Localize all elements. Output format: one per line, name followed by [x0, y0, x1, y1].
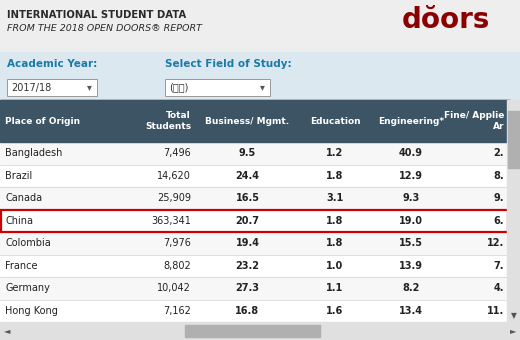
Text: 1.8: 1.8	[327, 171, 344, 181]
Text: 1.2: 1.2	[327, 148, 344, 158]
Bar	[0, 209, 510, 232]
Bar	[7, 79, 97, 96]
Text: 1.0: 1.0	[327, 261, 344, 271]
Bar	[507, 100, 520, 322]
Text: Fine/ Applie
Ar: Fine/ Applie Ar	[444, 111, 504, 131]
Bar	[0, 142, 510, 165]
Text: 363,341: 363,341	[151, 216, 191, 226]
Text: Total
Students: Total Students	[145, 111, 191, 131]
Bar	[0, 255, 510, 277]
Text: 14,620: 14,620	[157, 171, 191, 181]
Text: Colombia: Colombia	[5, 238, 51, 248]
Text: 7,496: 7,496	[163, 148, 191, 158]
Text: Hong Kong: Hong Kong	[5, 306, 58, 316]
Bar	[0, 165, 510, 187]
Bar	[0, 232, 510, 255]
Text: FROM THE 2018 OPEN DOORS® REPORT: FROM THE 2018 OPEN DOORS® REPORT	[7, 24, 202, 33]
Text: 8,802: 8,802	[163, 261, 191, 271]
Text: INTERNATIONAL STUDENT DATA: INTERNATIONAL STUDENT DATA	[7, 10, 186, 20]
Text: 13.4: 13.4	[399, 306, 423, 316]
Text: Germany: Germany	[5, 283, 50, 293]
Text: (全部): (全部)	[169, 83, 188, 92]
Text: ◄: ◄	[4, 326, 10, 336]
Text: France: France	[5, 261, 37, 271]
Bar	[0, 52, 520, 100]
Text: 16.5: 16.5	[236, 193, 259, 203]
Text: Canada: Canada	[5, 193, 42, 203]
Text: 11.: 11.	[487, 306, 504, 316]
Text: ▾: ▾	[87, 83, 92, 92]
Text: 7.: 7.	[493, 261, 504, 271]
Text: 9.5: 9.5	[239, 148, 256, 158]
Text: 9.: 9.	[493, 193, 504, 203]
Text: 24.4: 24.4	[236, 171, 259, 181]
Text: ▾: ▾	[260, 83, 265, 92]
Bar	[0, 187, 510, 209]
Text: ►: ►	[510, 326, 516, 336]
Text: 19.0: 19.0	[399, 216, 423, 226]
Text: 20.7: 20.7	[236, 216, 259, 226]
Text: 1.8: 1.8	[327, 238, 344, 248]
Text: 12.9: 12.9	[399, 171, 423, 181]
Bar	[0, 0, 520, 52]
Text: dŏors: dŏors	[401, 6, 490, 34]
Text: 25,909: 25,909	[157, 193, 191, 203]
Text: 2017/18: 2017/18	[11, 83, 51, 92]
Text: 8.2: 8.2	[402, 283, 420, 293]
Text: China: China	[5, 216, 33, 226]
Text: Place of Origin: Place of Origin	[5, 117, 80, 125]
Text: 12.: 12.	[487, 238, 504, 248]
Text: 23.2: 23.2	[236, 261, 259, 271]
Text: 40.9: 40.9	[399, 148, 423, 158]
Text: 6.: 6.	[493, 216, 504, 226]
Text: 3.1: 3.1	[327, 193, 344, 203]
Bar	[0, 277, 510, 300]
Bar	[1, 210, 508, 232]
Text: 2.: 2.	[493, 148, 504, 158]
Bar	[165, 79, 270, 96]
Bar	[0, 100, 510, 142]
Text: 7,162: 7,162	[163, 306, 191, 316]
Text: 15.5: 15.5	[399, 238, 423, 248]
Text: Business/ Mgmt.: Business/ Mgmt.	[205, 117, 290, 125]
Text: Engineering*: Engineering*	[378, 117, 444, 125]
Text: 10,042: 10,042	[157, 283, 191, 293]
Text: 8.: 8.	[493, 171, 504, 181]
Text: Academic Year:: Academic Year:	[7, 59, 97, 69]
Bar	[185, 325, 320, 337]
Text: Brazil: Brazil	[5, 171, 32, 181]
Text: 4.: 4.	[493, 283, 504, 293]
Text: 13.9: 13.9	[399, 261, 423, 271]
Text: 7,976: 7,976	[163, 238, 191, 248]
Bar	[0, 100, 510, 322]
Text: Bangladesh: Bangladesh	[5, 148, 62, 158]
Bar	[0, 300, 510, 322]
Text: 16.8: 16.8	[236, 306, 259, 316]
Bar	[0, 322, 520, 340]
Text: Education: Education	[310, 117, 360, 125]
Text: 1.1: 1.1	[327, 283, 344, 293]
Text: 1.6: 1.6	[327, 306, 344, 316]
Text: 9.3: 9.3	[402, 193, 420, 203]
Bar	[508, 111, 519, 168]
Text: 19.4: 19.4	[236, 238, 259, 248]
Text: Select Field of Study:: Select Field of Study:	[165, 59, 292, 69]
Text: 27.3: 27.3	[236, 283, 259, 293]
Text: 1.8: 1.8	[327, 216, 344, 226]
Text: ▼: ▼	[511, 311, 516, 321]
Bar	[0, 100, 510, 142]
